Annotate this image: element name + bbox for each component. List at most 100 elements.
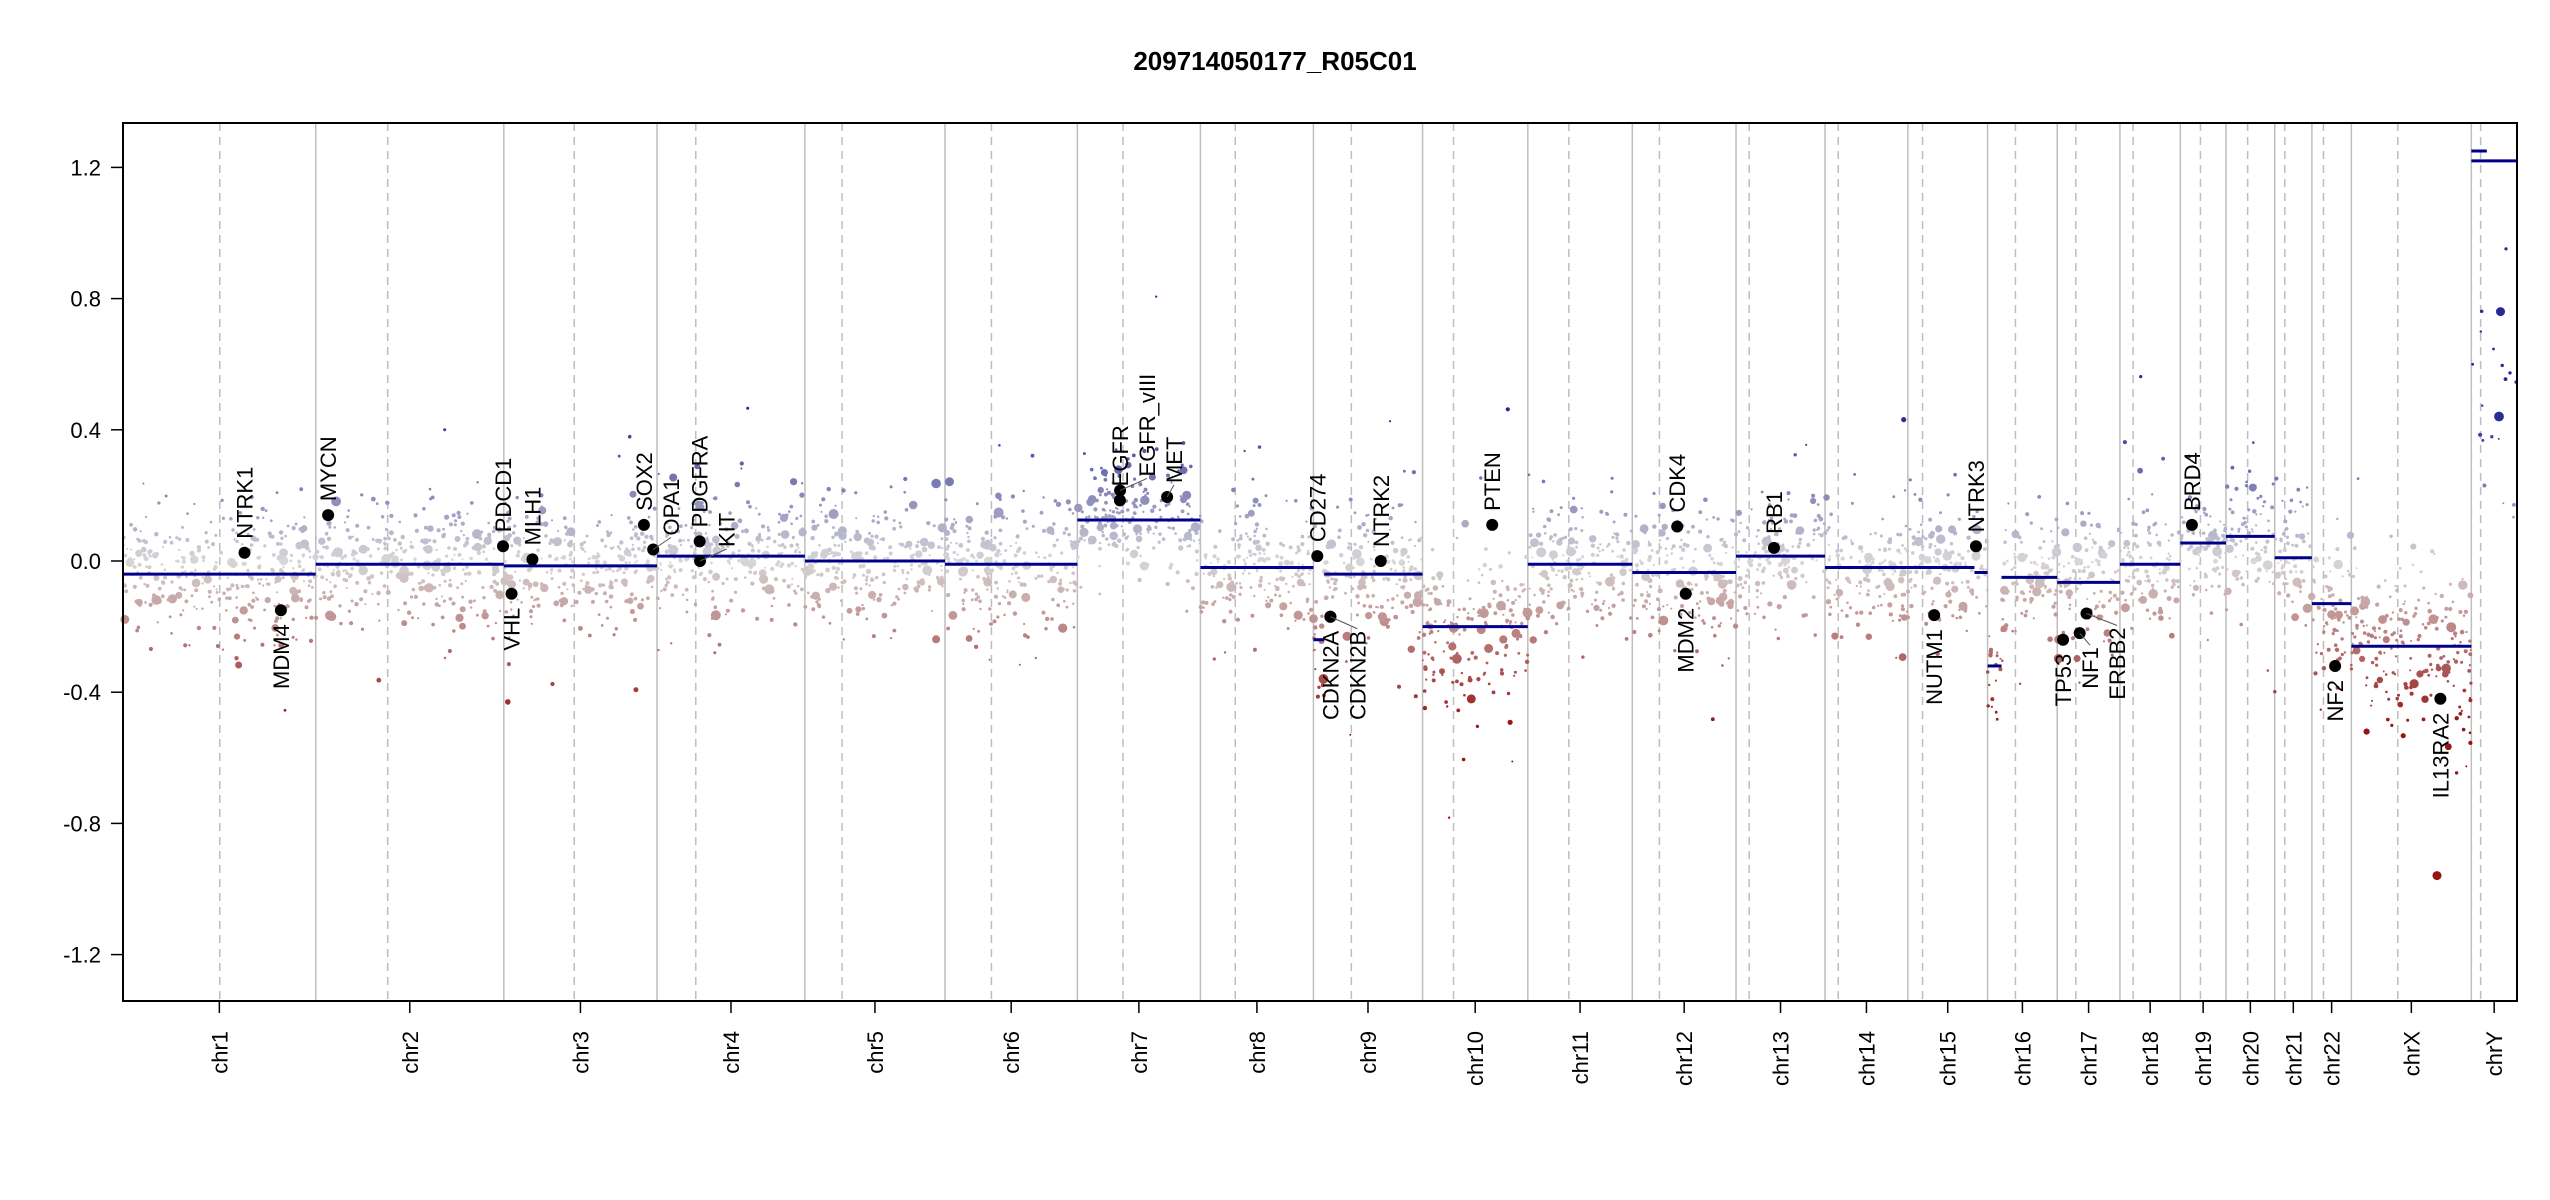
probe-point <box>2151 493 2154 496</box>
probe-point <box>420 538 425 544</box>
probe-point <box>1862 564 1873 575</box>
probe-point <box>1062 587 1065 591</box>
probe-point <box>2273 690 2277 694</box>
probe-point <box>368 554 373 558</box>
probe-point <box>1565 559 1569 563</box>
probe-point <box>1466 579 1470 582</box>
probe-point <box>868 544 875 551</box>
probe-point <box>606 530 609 534</box>
probe-point <box>1901 544 1904 547</box>
probe-point <box>201 582 204 585</box>
probe-point <box>1372 611 1376 614</box>
probe-point <box>2434 626 2439 631</box>
probe-point <box>612 633 616 637</box>
probe-point <box>1553 533 1557 537</box>
probe-point <box>617 454 621 458</box>
probe-point <box>1309 506 1314 511</box>
probe-point <box>824 519 829 524</box>
probe-point <box>1358 545 1364 550</box>
probe-point <box>691 523 694 526</box>
probe-point <box>2481 404 2484 407</box>
probe-point <box>1135 532 1138 536</box>
probe-point <box>1491 690 1496 695</box>
probe-point <box>2179 536 2184 540</box>
probe-point <box>2051 555 2056 560</box>
probe-point <box>1908 527 1912 531</box>
probe-point <box>632 528 635 531</box>
y-tick-label: -1.2 <box>63 943 101 968</box>
probe-point <box>2293 564 2298 569</box>
probe-point <box>1342 631 1352 641</box>
probe-point <box>350 566 355 571</box>
probe-point <box>1754 551 1757 554</box>
probe-point <box>2051 604 2056 609</box>
probe-point <box>507 574 514 581</box>
probe-point <box>180 588 184 591</box>
probe-point <box>1248 553 1253 558</box>
probe-point <box>731 551 736 556</box>
probe-point <box>1252 562 1256 566</box>
probe-point <box>382 584 387 588</box>
probe-point <box>876 520 880 525</box>
probe-point <box>1522 583 1525 586</box>
probe-point <box>587 557 591 561</box>
probe-point <box>1903 489 1907 492</box>
probe-point <box>828 552 832 556</box>
probe-point <box>2048 589 2052 593</box>
probe-point <box>152 593 156 598</box>
probe-point <box>2086 565 2090 569</box>
probe-point <box>2311 618 2315 622</box>
probe-point <box>1477 614 1480 618</box>
probe-point <box>1243 569 1246 572</box>
probe-point <box>922 565 933 576</box>
probe-point <box>233 633 241 640</box>
probe-point <box>1333 578 1339 583</box>
probe-point <box>1767 560 1772 566</box>
probe-point <box>915 550 923 558</box>
probe-point <box>348 535 352 540</box>
probe-point <box>2409 685 2413 690</box>
probe-point <box>600 538 605 543</box>
probe-point <box>1154 525 1158 529</box>
gene-point <box>2185 518 2198 531</box>
probe-point <box>528 609 534 614</box>
probe-point <box>837 552 841 557</box>
probe-point <box>1243 562 1247 566</box>
probe-point <box>300 525 308 532</box>
probe-point <box>811 519 816 524</box>
probe-point <box>1549 535 1553 539</box>
probe-point <box>1555 573 1558 577</box>
probe-point <box>326 520 332 526</box>
probe-point <box>896 564 900 568</box>
probe-point <box>271 553 276 557</box>
probe-point <box>861 557 865 560</box>
probe-point <box>1043 556 1047 560</box>
probe-point <box>2101 552 2108 559</box>
gene-label: PTEN <box>1480 452 1505 511</box>
probe-point <box>544 534 548 538</box>
probe-point <box>1372 545 1376 549</box>
probe-point <box>1664 547 1668 550</box>
gene-point <box>1374 555 1387 567</box>
probe-point <box>1986 704 1990 708</box>
probe-point <box>301 553 306 557</box>
probe-point <box>443 579 447 583</box>
probe-point <box>1984 538 1987 541</box>
probe-point <box>250 535 256 541</box>
probe-point <box>2112 593 2117 598</box>
probe-point <box>2355 626 2359 630</box>
probe-point <box>798 528 807 537</box>
probe-point <box>1098 546 1102 551</box>
probe-point <box>1913 583 1917 588</box>
probe-point <box>1911 535 1916 540</box>
probe-point <box>472 529 482 539</box>
probe-point <box>2250 528 2253 531</box>
probe-point <box>668 525 672 530</box>
probe-point <box>903 476 908 482</box>
probe-point <box>979 607 982 611</box>
probe-point <box>154 552 159 557</box>
probe-point <box>900 542 905 547</box>
probe-point <box>1264 494 1268 498</box>
probe-point <box>1412 597 1423 608</box>
probe-point <box>1748 563 1754 568</box>
